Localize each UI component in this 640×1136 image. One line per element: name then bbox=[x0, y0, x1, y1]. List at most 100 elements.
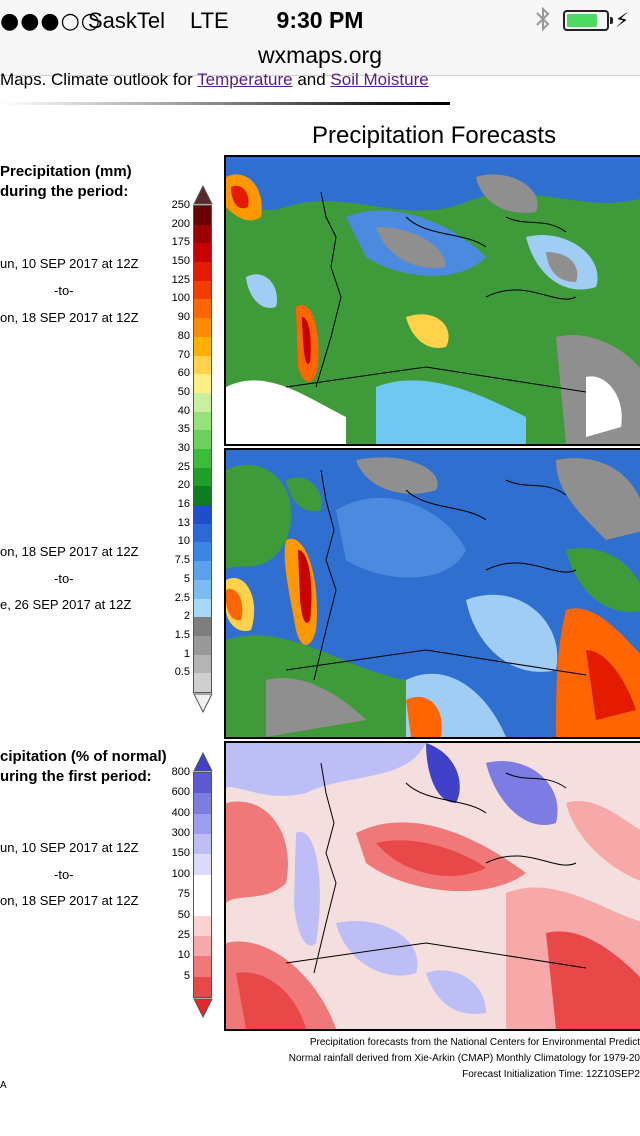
accum-heading-line1: Precipitation (mm) bbox=[0, 163, 132, 180]
accum-scale-cell bbox=[194, 467, 211, 487]
accum-scale-label: 125 bbox=[171, 273, 190, 286]
percent-period-to: -to- bbox=[54, 867, 74, 882]
accum-scale-cell bbox=[194, 224, 211, 244]
accum-scale-label: 10 bbox=[177, 535, 190, 548]
percent-scale-cell bbox=[194, 915, 211, 937]
period1-to: -to- bbox=[54, 283, 74, 298]
credit-line-2: Normal rainfall derived from Xie-Arkin (… bbox=[288, 1053, 640, 1064]
percent-scale-cell bbox=[194, 834, 211, 855]
percent-color-scale bbox=[193, 772, 212, 998]
percent-scale-cell bbox=[194, 956, 211, 978]
outlook-prefix: Maps. Climate outlook for bbox=[0, 70, 198, 89]
accum-scale-cell bbox=[194, 635, 211, 656]
accum-scale-cell bbox=[194, 392, 211, 413]
accum-color-scale bbox=[193, 205, 212, 693]
accum-scale-label: 80 bbox=[177, 329, 190, 342]
percent-period-end: on, 18 SEP 2017 at 12Z bbox=[0, 893, 139, 908]
period2-to: -to- bbox=[54, 571, 74, 586]
accum-scale-cell bbox=[194, 654, 211, 674]
status-time: 9:30 PM bbox=[276, 7, 364, 33]
soil-moisture-link[interactable]: Soil Moisture bbox=[330, 70, 429, 89]
credit-line-3: Forecast Initialization Time: 12Z10SEP2 bbox=[462, 1069, 640, 1080]
period1-start: un, 10 SEP 2017 at 12Z bbox=[0, 256, 139, 271]
percent-scale-cell bbox=[194, 935, 211, 957]
accum-scale-cell bbox=[194, 542, 211, 562]
network-type: LTE bbox=[190, 8, 229, 33]
accum-scale-label: 35 bbox=[177, 423, 190, 436]
accum-scale-label: 16 bbox=[177, 498, 190, 511]
accum-scale-cell bbox=[194, 411, 211, 431]
percent-normal-map bbox=[224, 741, 640, 1031]
accum-scale-label: 50 bbox=[177, 385, 190, 398]
status-bar: ●●●○○ SaskTel LTE 9:30 PM ⚡ bbox=[0, 0, 640, 40]
accum-scale-label: 1.5 bbox=[174, 628, 190, 641]
accum-scale-label: 250 bbox=[171, 199, 190, 211]
percent-scale-label: 50 bbox=[177, 908, 190, 921]
percent-scale-label: 800 bbox=[171, 766, 190, 778]
accum-scale-cell bbox=[194, 299, 211, 319]
percent-scale-cell bbox=[194, 793, 211, 815]
accum-scale-label: 2 bbox=[183, 610, 190, 623]
percent-scale-cell bbox=[194, 895, 211, 917]
accum-scale-cell bbox=[194, 505, 211, 525]
percent-scale-cell bbox=[194, 976, 211, 998]
accum-scale-cell bbox=[194, 280, 211, 300]
accum-scale-label: 100 bbox=[171, 292, 190, 305]
accum-scale-cell bbox=[194, 523, 211, 543]
percent-heading-line2: uring the first period: bbox=[0, 768, 152, 785]
horizontal-rule bbox=[0, 102, 450, 105]
percent-scale-cell bbox=[194, 813, 211, 835]
percent-scale-label: 10 bbox=[177, 949, 190, 962]
percent-scale-label: 150 bbox=[171, 847, 190, 860]
credit-line-1: Precipitation forecasts from the Nationa… bbox=[309, 1037, 640, 1048]
forecast-map-week2 bbox=[224, 448, 640, 739]
accum-scale-cell bbox=[194, 355, 211, 375]
page-title: Precipitation Forecasts bbox=[312, 122, 557, 149]
period1-end: on, 18 SEP 2017 at 12Z bbox=[0, 310, 139, 325]
accum-scale-cell bbox=[194, 673, 211, 693]
percent-scale-label: 25 bbox=[177, 928, 190, 941]
accum-scale-label: 60 bbox=[177, 367, 190, 380]
percent-period-start: un, 10 SEP 2017 at 12Z bbox=[0, 840, 139, 855]
accum-scale-label: 7.5 bbox=[174, 554, 190, 567]
period2-start: on, 18 SEP 2017 at 12Z bbox=[0, 544, 139, 559]
percent-heading-line1: cipitation (% of normal) bbox=[0, 748, 167, 765]
accum-scale-label: 5 bbox=[183, 572, 190, 585]
outlook-conjunction: and bbox=[292, 70, 331, 89]
accum-scale-top-arrow bbox=[193, 185, 213, 205]
carrier-name: SaskTel bbox=[88, 8, 166, 33]
forecast-map-week1 bbox=[224, 155, 640, 446]
accum-scale-cell bbox=[194, 318, 211, 338]
temperature-link[interactable]: Temperature bbox=[197, 70, 293, 89]
accum-scale-cell bbox=[194, 598, 211, 618]
accum-heading-line2: during the period: bbox=[0, 183, 129, 200]
address-bar[interactable]: wxmaps.org bbox=[0, 40, 640, 76]
percent-scale-label: 400 bbox=[171, 806, 190, 819]
accum-scale-label: 200 bbox=[171, 217, 190, 230]
accum-scale-label: 1 bbox=[183, 647, 190, 660]
percent-scale-cell bbox=[194, 874, 211, 896]
charging-icon: ⚡ bbox=[615, 8, 630, 32]
accum-scale-bottom-arrow bbox=[193, 693, 213, 713]
outlook-links-line: Maps. Climate outlook for Temperature an… bbox=[0, 70, 429, 90]
percent-scale-label: 5 bbox=[183, 969, 190, 982]
accum-scale-label: 13 bbox=[177, 516, 190, 529]
percent-scale-label: 75 bbox=[177, 888, 190, 901]
accum-scale-label: 25 bbox=[177, 460, 190, 473]
battery-icon bbox=[563, 10, 613, 31]
accum-scale-cell bbox=[194, 336, 211, 357]
percent-scale-bottom-arrow bbox=[193, 998, 213, 1018]
battery-level bbox=[567, 14, 598, 27]
accum-scale-label: 0.5 bbox=[174, 666, 190, 679]
percent-scale-label: 300 bbox=[171, 827, 190, 840]
accum-scale-label: 40 bbox=[177, 404, 190, 417]
accum-scale-cell bbox=[194, 561, 211, 581]
period2-end: e, 26 SEP 2017 at 12Z bbox=[0, 597, 132, 612]
accum-scale-label: 90 bbox=[177, 311, 190, 324]
percent-scale-label: 600 bbox=[171, 786, 190, 799]
accum-scale-cell bbox=[194, 374, 211, 394]
accum-scale-cell bbox=[194, 262, 211, 282]
accum-scale-label: 150 bbox=[171, 255, 190, 268]
accum-scale-label: 2.5 bbox=[174, 591, 190, 604]
url-text: wxmaps.org bbox=[258, 42, 382, 68]
